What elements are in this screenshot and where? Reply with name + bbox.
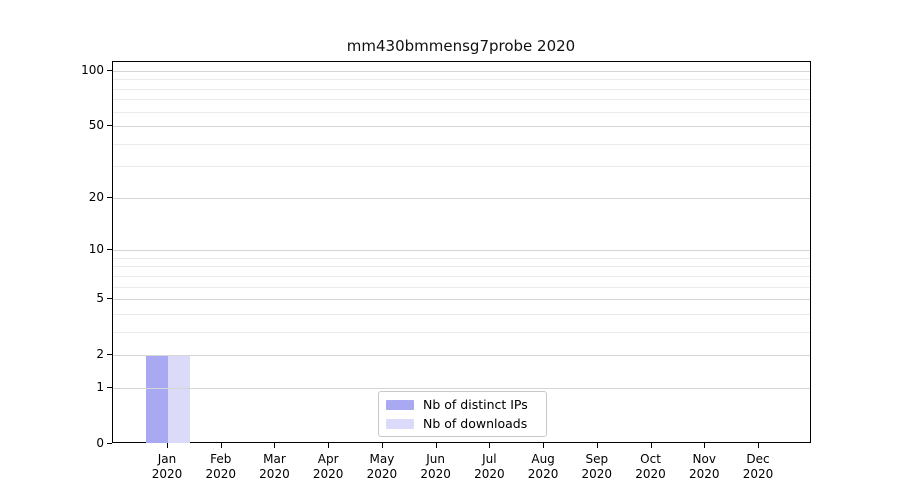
x-tick-mark (758, 443, 759, 448)
y-tick-mark (107, 443, 112, 444)
y-tick-label: 2 (96, 347, 104, 362)
x-tick-mark (596, 443, 598, 448)
y-tick-label: 1 (96, 379, 104, 394)
x-tick-label: Jul 2020 (474, 452, 505, 481)
minor-gridline (113, 331, 810, 333)
major-gridline (113, 71, 810, 72)
x-tick-label: Jan 2020 (151, 452, 183, 481)
minor-gridline (113, 275, 810, 277)
x-tick-mark (650, 443, 652, 448)
y-tick-label: 5 (96, 291, 104, 306)
y-tick-label: 0 (96, 436, 104, 450)
x-tick-mark (435, 443, 437, 448)
x-tick-label: Dec 2020 (742, 452, 774, 481)
y-tick-label: 20 (88, 189, 104, 204)
legend-label-distinct-ips: Nb of distinct IPs (423, 397, 528, 412)
x-tick-mark (274, 443, 276, 448)
minor-gridline (113, 99, 810, 101)
legend-item-downloads: Nb of downloads (386, 416, 537, 431)
x-tick-label: Feb 2020 (205, 452, 236, 481)
legend: Nb of distinct IPs Nb of downloads (378, 391, 547, 437)
y-tick-mark (107, 70, 112, 71)
minor-gridline (113, 166, 810, 168)
bar-distinct-ips (146, 355, 168, 443)
x-tick-label: Aug 2020 (527, 452, 559, 481)
major-gridline (113, 355, 810, 357)
legend-swatch-downloads-icon (386, 418, 414, 429)
y-tick-mark (107, 298, 112, 300)
y-tick-mark (107, 125, 112, 127)
minor-gridline (113, 266, 810, 268)
x-tick-mark (704, 443, 706, 448)
x-tick-label: Nov 2020 (688, 452, 720, 481)
y-tick-mark (107, 196, 112, 198)
minor-gridline (113, 286, 810, 288)
y-tick-label: 100 (81, 63, 104, 77)
x-tick-mark (220, 443, 222, 448)
x-tick-label: May 2020 (366, 452, 398, 481)
x-tick-mark (167, 443, 168, 448)
major-gridline (113, 250, 810, 252)
x-tick-mark (543, 443, 545, 448)
y-tick-mark (107, 354, 112, 356)
minor-gridline (113, 313, 810, 315)
y-tick-mark (107, 249, 112, 251)
major-gridline (113, 197, 810, 199)
x-tick-mark (328, 443, 330, 448)
minor-gridline (113, 111, 810, 113)
x-tick-label: Sep 2020 (581, 452, 613, 481)
y-tick-mark (107, 386, 112, 388)
legend-label-downloads: Nb of downloads (423, 416, 528, 431)
x-tick-label: Apr 2020 (312, 452, 344, 481)
minor-gridline (113, 257, 810, 259)
plot-area (112, 61, 811, 443)
major-gridline (113, 126, 810, 128)
x-tick-mark (381, 443, 383, 448)
major-gridline (113, 387, 810, 389)
legend-item-distinct-ips: Nb of distinct IPs (386, 397, 537, 412)
x-tick-label: Oct 2020 (635, 452, 666, 481)
minor-gridline (113, 88, 810, 90)
chart-title: mm430bmmensg7probe 2020 (346, 37, 576, 55)
y-tick-label: 50 (88, 118, 104, 133)
major-gridline (113, 299, 810, 301)
y-tick-label: 10 (88, 242, 104, 257)
bar-downloads (168, 355, 190, 443)
legend-swatch-distinct-ips-icon (386, 399, 414, 410)
x-tick-label: Mar 2020 (259, 452, 290, 481)
minor-gridline (113, 79, 810, 81)
minor-gridline (113, 143, 810, 145)
x-tick-mark (489, 443, 491, 448)
x-tick-label: Jun 2020 (420, 452, 451, 481)
